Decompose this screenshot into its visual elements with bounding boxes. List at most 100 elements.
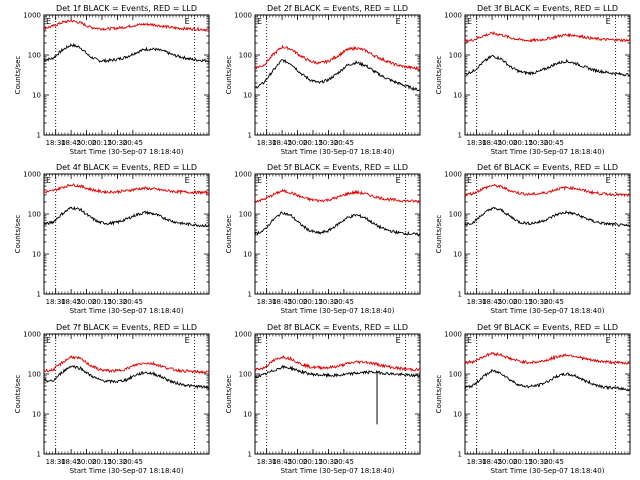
x-tick-label: 20:00 xyxy=(76,458,96,466)
y-tick-label: 1 xyxy=(248,291,252,299)
events-series-line xyxy=(254,364,421,378)
y-tick-label: 1000 xyxy=(23,171,41,179)
x-tick-label: 18:45 xyxy=(61,458,81,466)
x-tick-label: 18:30 xyxy=(46,139,66,147)
x-axis-label: Start Time (30-Sep-07 18:18:40) xyxy=(491,148,605,156)
lld-series-line xyxy=(464,351,631,366)
event-marker-label: E xyxy=(46,176,51,185)
event-marker-label: E xyxy=(396,17,401,26)
x-tick-label: 20:15 xyxy=(513,298,533,306)
y-tick-label: 1000 xyxy=(23,12,41,20)
y-tick-label: 10 xyxy=(32,251,41,259)
x-tick-label: 18:30 xyxy=(46,458,66,466)
x-tick-label: 20:45 xyxy=(123,298,143,306)
plot-frame xyxy=(254,333,421,455)
y-tick-label: 1000 xyxy=(234,12,252,20)
y-tick-label: 10 xyxy=(453,92,462,100)
x-tick-label: 20:30 xyxy=(107,458,127,466)
y-tick-label: 100 xyxy=(449,211,462,219)
events-series-line xyxy=(43,205,210,228)
y-tick-label: 1000 xyxy=(234,171,252,179)
event-marker-label: E xyxy=(606,336,611,345)
panel-title: Det 5f BLACK = Events, RED = LLD xyxy=(267,163,408,172)
panel-title: Det 4f BLACK = Events, RED = LLD xyxy=(56,163,197,172)
x-tick-label: 20:15 xyxy=(513,458,533,466)
x-tick-label: 18:30 xyxy=(467,139,487,147)
y-tick-label: 1 xyxy=(458,132,462,140)
panel-title: Det 6f BLACK = Events, RED = LLD xyxy=(477,163,618,172)
y-axis-label: Counts/sec xyxy=(225,215,233,254)
lld-series-line xyxy=(464,183,631,198)
events-series-line xyxy=(254,210,421,237)
plot-frame xyxy=(464,14,631,136)
y-tick-label: 1 xyxy=(248,451,252,459)
events-series-line xyxy=(464,368,631,392)
x-tick-label: 20:00 xyxy=(497,458,517,466)
x-tick-label: 20:45 xyxy=(123,458,143,466)
x-axis-label: Start Time (30-Sep-07 18:18:40) xyxy=(70,307,184,315)
lld-series-line xyxy=(43,182,210,196)
panel-title: Det 7f BLACK = Events, RED = LLD xyxy=(56,323,197,332)
lld-series-line xyxy=(254,44,421,71)
event-marker-label: E xyxy=(257,336,262,345)
event-marker-label: E xyxy=(185,176,190,185)
x-tick-label: 20:45 xyxy=(334,458,354,466)
plot-frame xyxy=(464,333,631,455)
lld-series-line xyxy=(464,30,631,44)
event-marker-label: E xyxy=(257,176,262,185)
x-tick-label: 20:00 xyxy=(497,298,517,306)
event-marker-label: E xyxy=(396,336,401,345)
y-axis-label: Counts/sec xyxy=(14,56,22,95)
y-axis-label: Counts/sec xyxy=(225,56,233,95)
x-tick-label: 20:30 xyxy=(318,139,338,147)
y-axis-label: Counts/sec xyxy=(14,375,22,414)
x-tick-label: 20:30 xyxy=(318,458,338,466)
y-tick-label: 100 xyxy=(28,211,41,219)
plot-frame xyxy=(43,14,210,136)
y-tick-label: 10 xyxy=(243,251,252,259)
detector-panel-1: Det 1f BLACK = Events, RED = LLD 1 10 100 10… xyxy=(14,4,210,156)
event-marker-label: E xyxy=(185,336,190,345)
y-tick-label: 1 xyxy=(37,132,41,140)
detector-panel-3: Det 3f BLACK = Events, RED = LLD 1 10 100 10… xyxy=(435,4,631,156)
x-axis-label: Start Time (30-Sep-07 18:18:40) xyxy=(491,467,605,475)
y-tick-label: 1 xyxy=(458,451,462,459)
events-series-line xyxy=(464,206,631,228)
event-marker-label: E xyxy=(185,17,190,26)
x-tick-label: 18:30 xyxy=(257,139,277,147)
x-tick-label: 20:15 xyxy=(92,139,112,147)
x-tick-label: 20:45 xyxy=(334,139,354,147)
y-tick-label: 1 xyxy=(248,132,252,140)
y-tick-label: 1 xyxy=(37,291,41,299)
events-series-line xyxy=(43,365,210,390)
y-tick-label: 100 xyxy=(239,371,252,379)
y-axis-label: Counts/sec xyxy=(435,375,443,414)
x-tick-label: 20:00 xyxy=(76,298,96,306)
detector-panel-5: Det 5f BLACK = Events, RED = LLD 1 10 100 10… xyxy=(225,163,421,315)
x-tick-label: 20:00 xyxy=(287,298,307,306)
event-marker-label: E xyxy=(606,176,611,185)
detector-panel-6: Det 6f BLACK = Events, RED = LLD 1 10 100 10… xyxy=(435,163,631,315)
x-axis-label: Start Time (30-Sep-07 18:18:40) xyxy=(70,467,184,475)
plot-frame xyxy=(254,14,421,136)
y-tick-label: 1000 xyxy=(234,331,252,339)
y-axis-label: Counts/sec xyxy=(435,56,443,95)
x-tick-label: 20:15 xyxy=(92,458,112,466)
x-tick-label: 18:45 xyxy=(272,298,292,306)
x-tick-label: 20:30 xyxy=(107,298,127,306)
y-tick-label: 10 xyxy=(32,411,41,419)
y-tick-label: 100 xyxy=(449,371,462,379)
x-tick-label: 18:45 xyxy=(272,139,292,147)
event-marker-label: E xyxy=(467,336,472,345)
x-tick-label: 20:00 xyxy=(76,139,96,147)
y-axis-label: Counts/sec xyxy=(225,375,233,414)
x-axis-label: Start Time (30-Sep-07 18:18:40) xyxy=(281,467,395,475)
y-tick-label: 1000 xyxy=(444,171,462,179)
y-tick-label: 10 xyxy=(453,411,462,419)
y-tick-label: 100 xyxy=(28,371,41,379)
x-tick-label: 20:15 xyxy=(303,458,323,466)
plot-frame xyxy=(43,333,210,455)
x-tick-label: 20:30 xyxy=(107,139,127,147)
y-tick-label: 10 xyxy=(243,411,252,419)
